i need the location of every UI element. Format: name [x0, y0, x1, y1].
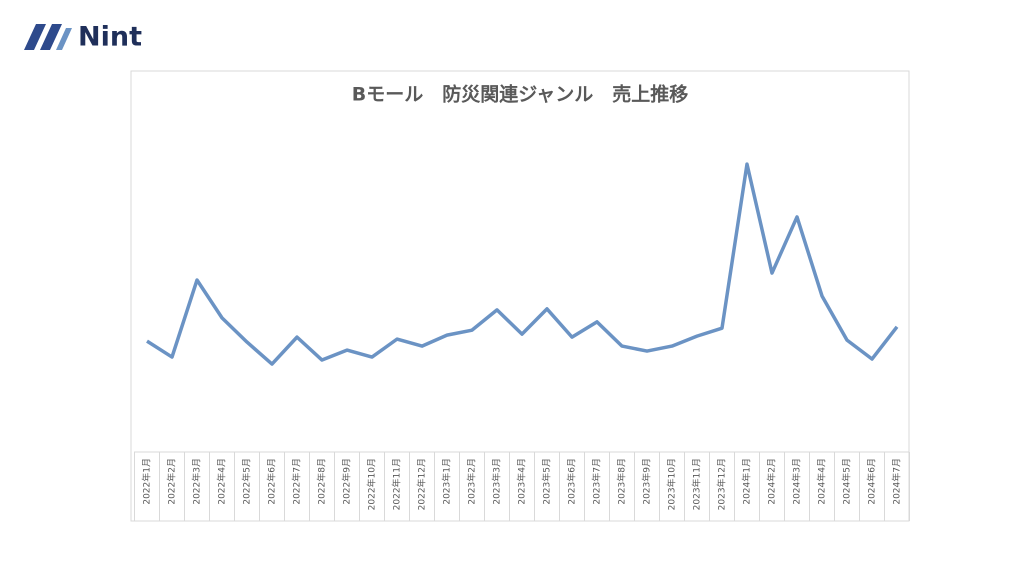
x-tick-label: 2024年2月: [766, 458, 778, 505]
x-tick-label: 2022年3月: [191, 458, 203, 505]
chart-title: Bモール 防災関連ジャンル 売上推移: [352, 83, 689, 106]
x-tick-label: 2024年7月: [891, 458, 903, 505]
x-tick-label: 2023年4月: [516, 458, 528, 505]
x-tick-label: 2023年11月: [691, 458, 703, 510]
x-tick-label: 2023年3月: [491, 458, 503, 505]
x-tick-label: 2024年4月: [816, 458, 828, 505]
x-tick-label: 2022年2月: [166, 458, 178, 505]
x-tick-label: 2023年7月: [591, 458, 603, 505]
x-tick-label: 2023年9月: [641, 458, 653, 505]
x-tick-label: 2024年6月: [866, 458, 878, 505]
logo-text: Nint: [78, 22, 142, 53]
x-tick-label: 2023年10月: [666, 458, 678, 510]
x-tick-label: 2022年9月: [341, 458, 353, 505]
x-tick-label: 2022年6月: [266, 458, 278, 505]
x-tick-label: 2022年12月: [416, 458, 428, 510]
x-tick-label: 2022年10月: [366, 458, 378, 510]
x-tick-label: 2022年8月: [316, 458, 328, 505]
x-tick-label: 2023年2月: [466, 458, 478, 505]
x-tick-label: 2024年1月: [741, 458, 753, 505]
line-series: [146, 162, 899, 366]
x-tick-label: 2023年6月: [566, 458, 578, 505]
x-tick-label: 2023年1月: [441, 458, 453, 505]
x-tick-label: 2023年12月: [716, 458, 728, 510]
x-tick-label: 2023年8月: [616, 458, 628, 505]
chart-frame: [130, 70, 910, 522]
x-tick-label: 2024年5月: [841, 458, 853, 505]
x-tick-label: 2022年1月: [141, 458, 153, 505]
x-tick-label: 2022年7月: [291, 458, 303, 505]
x-tick-label: 2022年4月: [216, 458, 228, 505]
x-tick-label: 2022年11月: [391, 458, 403, 510]
logo-icon: [24, 24, 72, 50]
x-tick-label: 2022年5月: [241, 458, 253, 505]
x-tick-label: 2024年3月: [791, 458, 803, 505]
x-tick-label: 2023年5月: [541, 458, 553, 505]
